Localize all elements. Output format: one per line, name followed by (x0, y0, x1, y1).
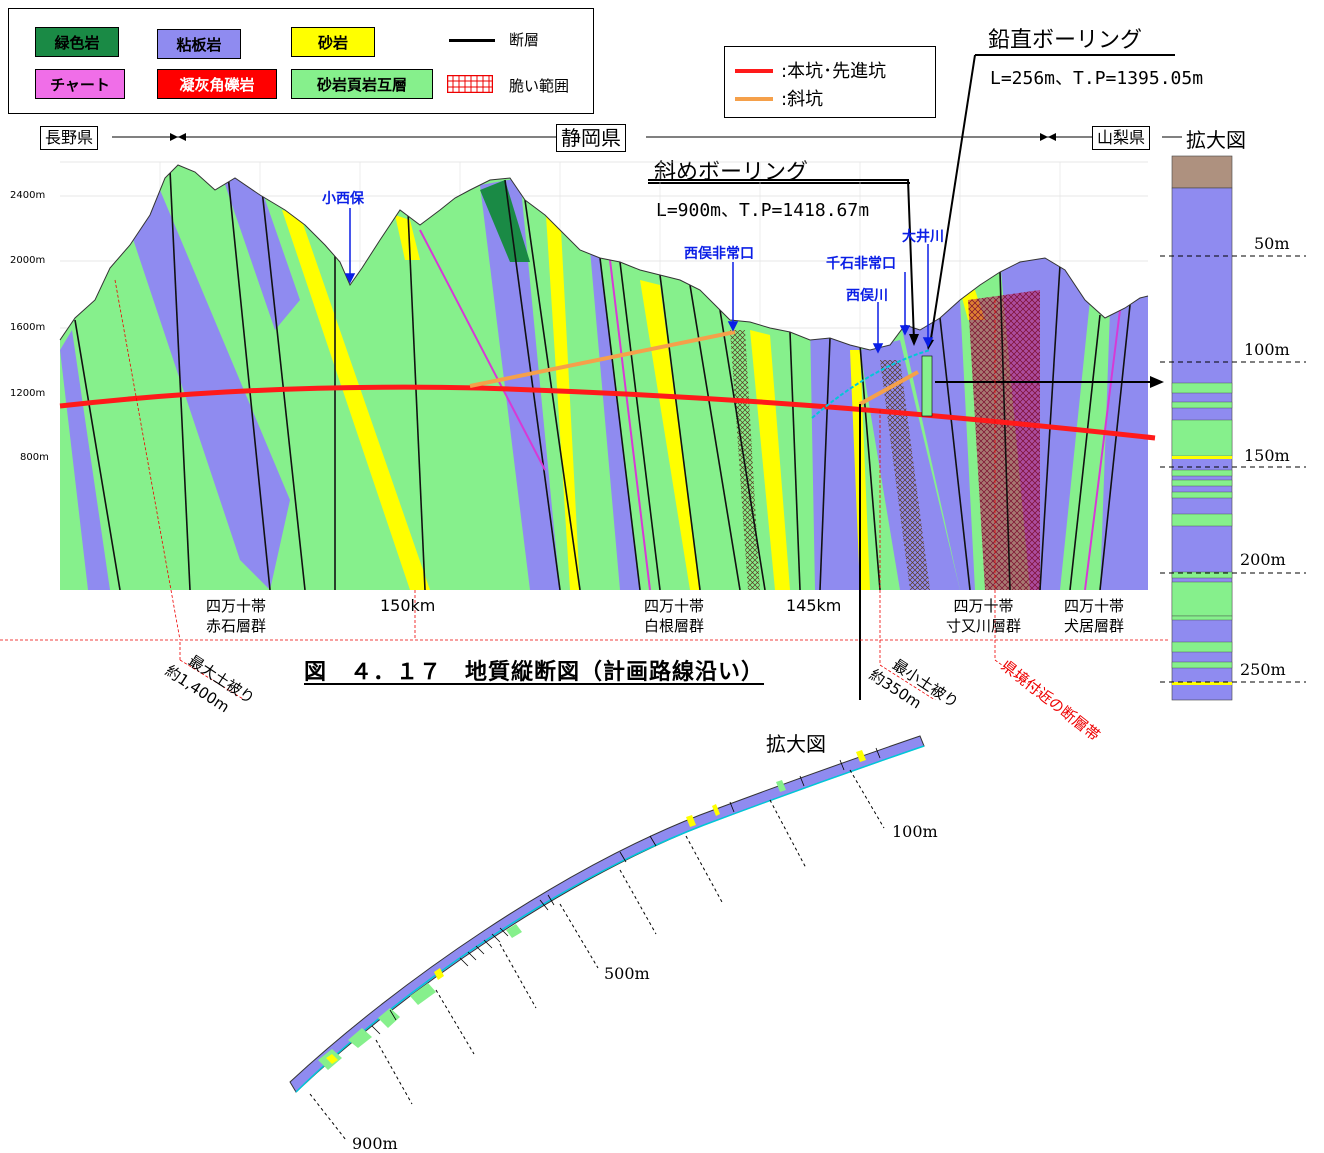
km-150: 150km (380, 596, 436, 615)
elev-tick-800: 800m (20, 452, 49, 463)
legend-label-sandstone: 砂岩 (317, 33, 348, 52)
main-tunnel-line (59, 384, 1156, 441)
legend-swatch-tuff-breccia: 凝灰角礫岩 (157, 69, 277, 99)
legend-fault-line (449, 39, 495, 42)
place-konishimata: 小西保 (322, 191, 364, 207)
enlarged-label-vertical: 拡大図 (1186, 128, 1246, 152)
pref-nagano: 長野県 (40, 126, 99, 150)
zone-inui-line2: 犬居層群 (1064, 617, 1125, 635)
route-legend-main-label: :本坑･先進坑 (781, 61, 887, 82)
legend-fault-label: 断層 (509, 31, 540, 49)
zone-shirane: 四万十帯 白根層群 (644, 596, 704, 636)
incline-tunnel-senkoku (859, 370, 919, 406)
geologic-cross-section (0, 54, 1170, 700)
vertical-boring-spec: L=256m、T.P=1395.05m (990, 68, 1204, 89)
legend-brittle-swatch (447, 75, 493, 93)
vertical-depth-250: 250m (1240, 660, 1286, 679)
vertical-boring-title: 鉛直ボーリング (988, 28, 1143, 53)
zone-akaishi-line2: 赤石層群 (206, 617, 267, 635)
zone-sunmata: 四万十帯 寸又川層群 (946, 596, 1021, 636)
pref-shizuoka: 静岡県 (556, 124, 626, 152)
route-legend-incline-line (735, 97, 773, 101)
oblique-depth-100: 100m (892, 822, 938, 841)
place-nishimata-river: 西俣川 (846, 288, 888, 304)
elev-tick-1600: 1600m (10, 322, 46, 333)
prefecture-boundary-line (112, 133, 1182, 141)
legend-brittle-label: 脆い範囲 (509, 77, 570, 95)
enlarged-label-oblique: 拡大図 (766, 732, 826, 756)
zone-akaishi: 四万十帯 赤石層群 (206, 596, 266, 636)
oblique-boring-underline (648, 182, 910, 184)
place-senkoku-exit: 千石非常口 (826, 256, 896, 272)
vertical-boring-underline (975, 54, 1175, 56)
vertical-depth-50: 50m (1254, 234, 1290, 253)
oblique-depth-500: 500m (604, 964, 650, 983)
zone-shirane-line2: 白根層群 (644, 617, 705, 635)
elev-tick-2400: 2400m (10, 190, 46, 201)
legend-label-slate: 粘板岩 (176, 35, 222, 54)
route-legend-box: :本坑･先進坑 :斜坑 (724, 46, 936, 118)
legend-swatch-alternation: 砂岩頁岩互層 (291, 69, 433, 99)
oblique-depth-900: 900m (352, 1134, 398, 1153)
route-legend-incline-label: :斜坑 (781, 89, 824, 110)
vertical-depth-100: 100m (1244, 340, 1290, 359)
pref-yamanashi: 山梨県 (1092, 126, 1151, 150)
legend-label-chert: チャート (50, 75, 110, 94)
zone-sunmata-line1: 四万十帯 (953, 597, 1014, 615)
legend-label-alternation: 砂岩頁岩互層 (316, 75, 407, 94)
elev-tick-2000: 2000m (10, 255, 46, 266)
zone-inui-line1: 四万十帯 (1064, 597, 1125, 615)
vertical-depth-200: 200m (1240, 550, 1286, 569)
zone-sunmata-line2: 寸又川層群 (946, 617, 1022, 635)
place-nishimata-exit: 西俣非常口 (684, 246, 754, 262)
legend-swatch-slate: 粘板岩 (157, 29, 241, 59)
legend-label-greenstone: 緑色岩 (54, 33, 100, 52)
route-legend-main-line (735, 69, 773, 73)
elev-tick-1200: 1200m (10, 388, 46, 399)
legend-box: 緑色岩 粘板岩 砂岩 チャート 凝灰角礫岩 砂岩頁岩互層 断層 脆い範囲 (8, 8, 594, 114)
zone-inui: 四万十帯 犬居層群 (1064, 596, 1124, 636)
legend-label-tuff-breccia: 凝灰角礫岩 (179, 75, 255, 94)
legend-swatch-greenstone: 緑色岩 (35, 27, 119, 57)
legend-swatch-chert: チャート (35, 69, 125, 99)
figure-title: 図 ４．１７ 地質縦断図（計画路線沿い） (304, 660, 765, 685)
legend-swatch-sandstone: 砂岩 (291, 27, 375, 57)
zone-shirane-line1: 四万十帯 (644, 597, 705, 615)
oblique-boring-spec: L=900m、T.P=1418.67m (656, 200, 870, 221)
km-145: 145km (786, 596, 842, 615)
vertical-depth-150: 150m (1244, 446, 1290, 465)
vertical-boring-column (1160, 155, 1306, 701)
place-oi-river: 大井川 (902, 229, 944, 245)
zone-akaishi-line1: 四万十帯 (206, 597, 267, 615)
incline-tunnel-nishimata (469, 330, 736, 388)
